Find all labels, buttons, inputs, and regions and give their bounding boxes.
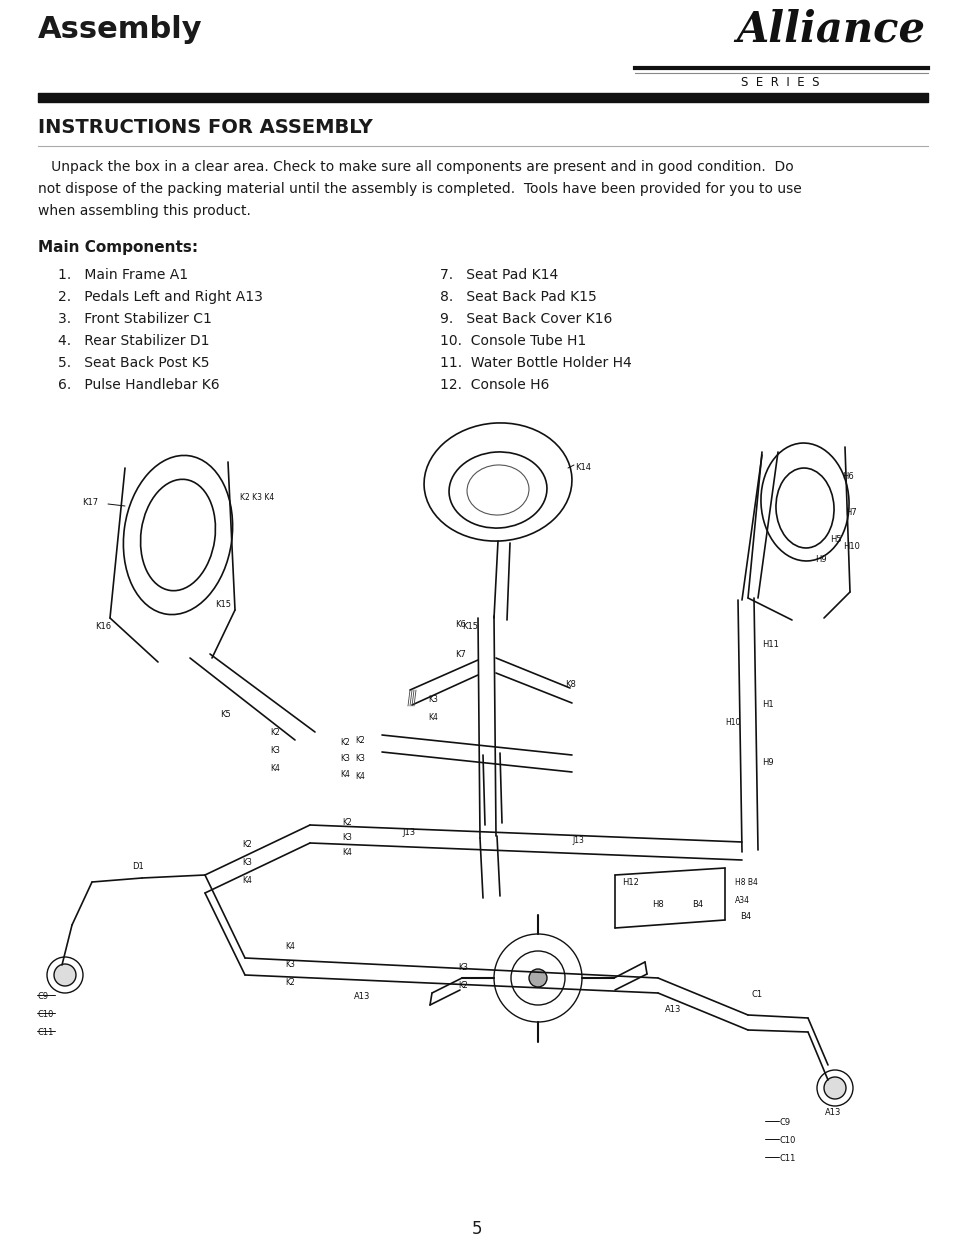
Text: K16: K16 <box>95 622 111 631</box>
Text: J13: J13 <box>401 827 415 837</box>
Text: C11: C11 <box>780 1153 796 1163</box>
Text: K3: K3 <box>341 832 352 842</box>
Text: 9.   Seat Back Cover K16: 9. Seat Back Cover K16 <box>439 312 612 326</box>
Text: K3: K3 <box>242 858 252 867</box>
Text: H10: H10 <box>724 718 740 727</box>
Text: H8 B4: H8 B4 <box>734 878 757 887</box>
Text: K3: K3 <box>285 960 294 969</box>
Text: 5: 5 <box>471 1220 482 1235</box>
Text: A13: A13 <box>664 1005 680 1014</box>
Text: Alliance: Alliance <box>735 7 924 49</box>
Text: C9: C9 <box>38 992 49 1002</box>
Text: K2: K2 <box>270 727 279 737</box>
Text: 11.  Water Bottle Holder H4: 11. Water Bottle Holder H4 <box>439 356 631 370</box>
Text: K2: K2 <box>457 981 467 990</box>
Text: Assembly: Assembly <box>38 15 202 44</box>
Text: S  E  R  I  E  S: S E R I E S <box>740 77 819 89</box>
Text: H7: H7 <box>844 508 856 517</box>
Text: K2: K2 <box>285 978 294 987</box>
Text: A13: A13 <box>354 992 370 1002</box>
Circle shape <box>529 969 546 987</box>
Text: H5: H5 <box>829 535 841 543</box>
Text: 5.   Seat Back Post K5: 5. Seat Back Post K5 <box>58 356 210 370</box>
Text: K4: K4 <box>428 713 437 722</box>
Text: A13: A13 <box>824 1108 841 1116</box>
Text: 4.   Rear Stabilizer D1: 4. Rear Stabilizer D1 <box>58 333 210 348</box>
Text: K2: K2 <box>355 736 364 745</box>
Text: B4: B4 <box>691 900 702 909</box>
Text: K15: K15 <box>214 600 231 609</box>
Text: 8.   Seat Back Pad K15: 8. Seat Back Pad K15 <box>439 290 597 304</box>
Text: 6.   Pulse Handlebar K6: 6. Pulse Handlebar K6 <box>58 378 219 391</box>
Text: Main Components:: Main Components: <box>38 240 198 254</box>
Text: C1: C1 <box>751 990 762 999</box>
Text: H6: H6 <box>841 472 853 480</box>
Text: H1: H1 <box>761 700 773 709</box>
Text: K4: K4 <box>355 772 364 781</box>
Text: 12.  Console H6: 12. Console H6 <box>439 378 549 391</box>
Text: K2 K3 K4: K2 K3 K4 <box>240 493 274 501</box>
Text: K14: K14 <box>575 463 590 472</box>
Text: D1: D1 <box>132 862 144 871</box>
Text: K3: K3 <box>457 963 467 972</box>
Text: K2: K2 <box>339 739 350 747</box>
Text: A34: A34 <box>734 897 749 905</box>
Text: K8: K8 <box>564 680 576 689</box>
Text: C10: C10 <box>38 1010 54 1019</box>
Text: K4: K4 <box>242 876 252 885</box>
Text: H12: H12 <box>621 878 639 887</box>
Text: H10: H10 <box>842 542 859 551</box>
Circle shape <box>823 1077 845 1099</box>
Text: K4: K4 <box>341 848 352 857</box>
Text: when assembling this product.: when assembling this product. <box>38 204 251 219</box>
Text: K4: K4 <box>285 942 294 951</box>
Text: 3.   Front Stabilizer C1: 3. Front Stabilizer C1 <box>58 312 212 326</box>
Text: K3: K3 <box>270 746 279 755</box>
Text: 7.   Seat Pad K14: 7. Seat Pad K14 <box>439 268 558 282</box>
Text: H8: H8 <box>651 900 663 909</box>
Text: C9: C9 <box>780 1118 790 1128</box>
Text: B4: B4 <box>740 911 750 921</box>
Text: H9: H9 <box>814 555 825 564</box>
Text: K6: K6 <box>455 620 465 629</box>
Text: H11: H11 <box>761 640 778 650</box>
Text: C11: C11 <box>38 1028 54 1037</box>
Text: J13: J13 <box>572 836 583 845</box>
Circle shape <box>54 965 76 986</box>
Text: K2: K2 <box>341 818 352 827</box>
Text: 2.   Pedals Left and Right A13: 2. Pedals Left and Right A13 <box>58 290 263 304</box>
Text: 1.   Main Frame A1: 1. Main Frame A1 <box>58 268 188 282</box>
Text: K3: K3 <box>339 755 350 763</box>
Text: INSTRUCTIONS FOR ASSEMBLY: INSTRUCTIONS FOR ASSEMBLY <box>38 119 373 137</box>
Text: K5: K5 <box>220 710 231 719</box>
Text: 10.  Console Tube H1: 10. Console Tube H1 <box>439 333 586 348</box>
Text: K4: K4 <box>339 769 350 779</box>
Text: K3: K3 <box>428 695 437 704</box>
Text: K4: K4 <box>270 764 279 773</box>
Text: K15: K15 <box>461 622 477 631</box>
Text: K7: K7 <box>455 650 465 659</box>
Text: C10: C10 <box>780 1136 796 1145</box>
Text: Unpack the box in a clear area. Check to make sure all components are present an: Unpack the box in a clear area. Check to… <box>38 161 793 174</box>
Text: not dispose of the packing material until the assembly is completed.  Tools have: not dispose of the packing material unti… <box>38 182 801 196</box>
Text: K3: K3 <box>355 755 364 763</box>
Text: K17: K17 <box>82 498 98 508</box>
Text: K2: K2 <box>242 840 252 848</box>
Text: H9: H9 <box>761 758 773 767</box>
